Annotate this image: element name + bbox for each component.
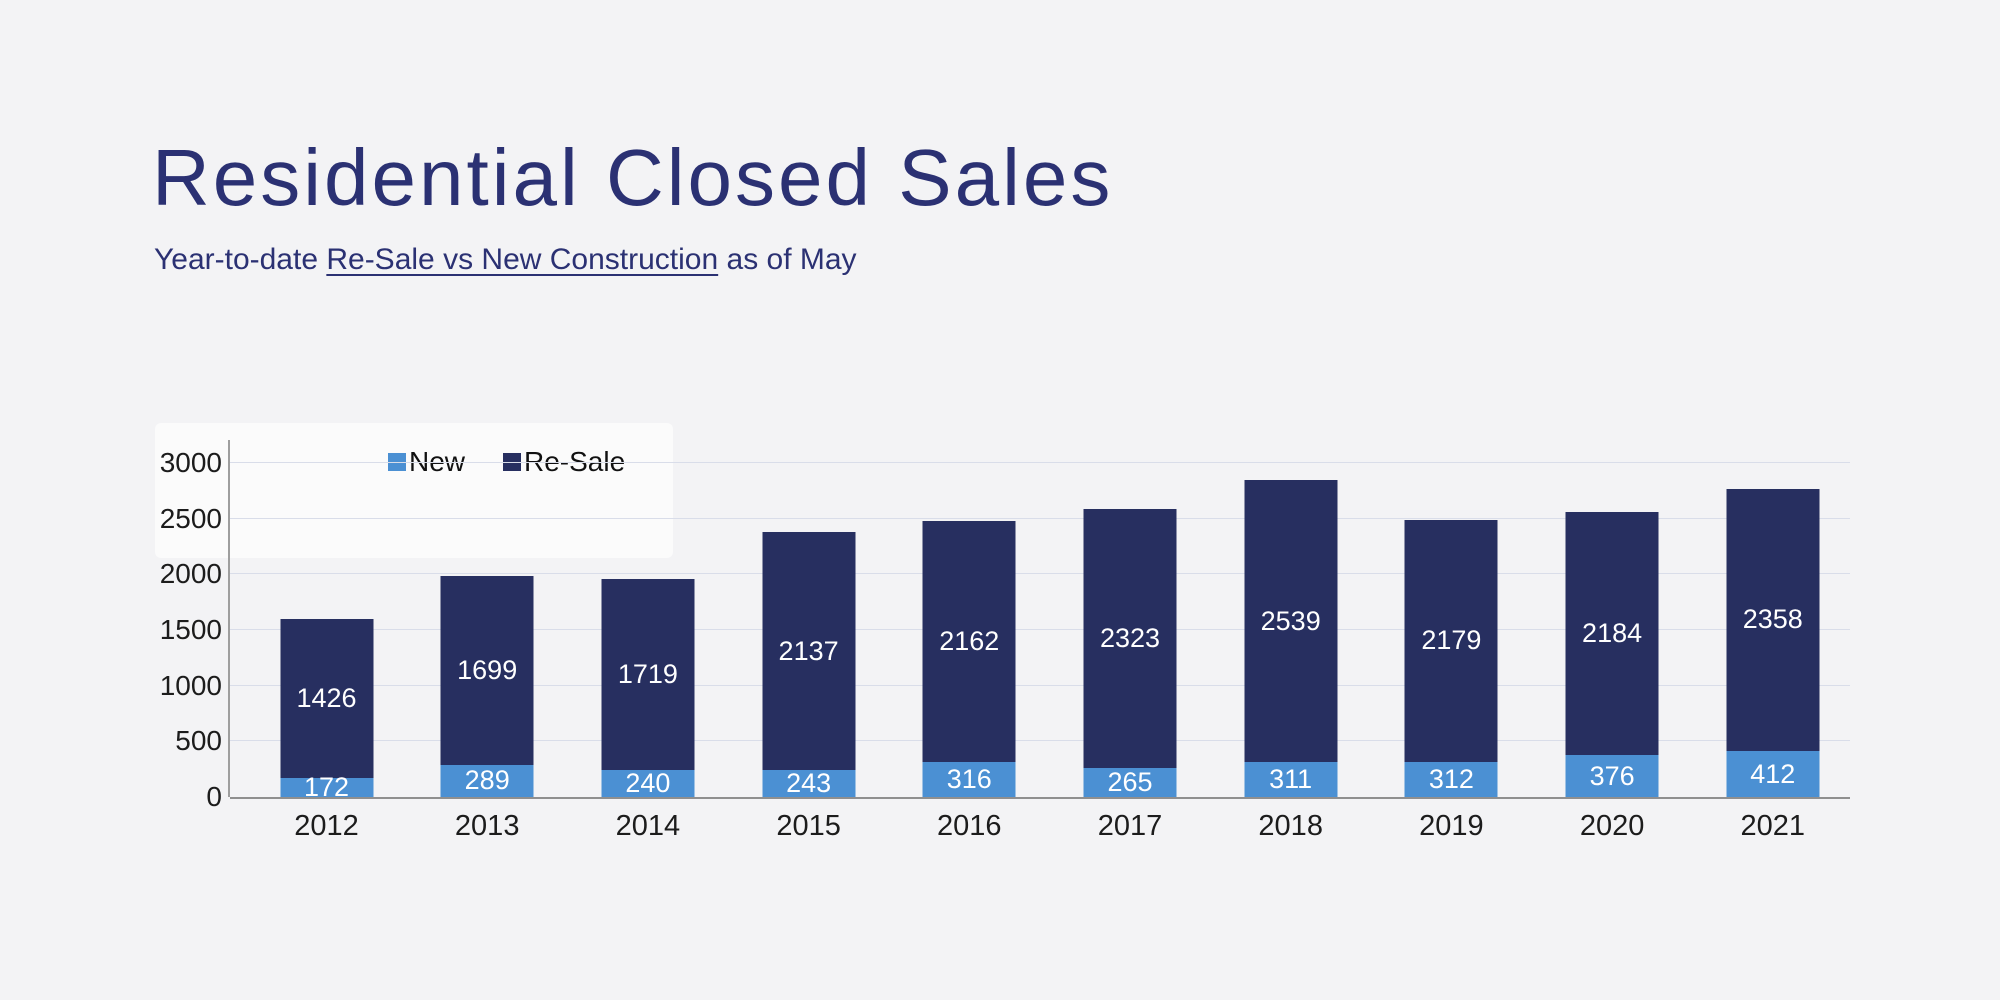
- y-axis-tick-label: 3000: [159, 447, 222, 478]
- subtitle-suffix: as of May: [718, 243, 857, 276]
- x-axis-label: 2020: [1579, 810, 1645, 842]
- y-axis-line: [228, 440, 230, 797]
- bar-segment-new: 312: [1404, 762, 1498, 797]
- bar-value-label-resale: 1426: [296, 682, 357, 713]
- bar-value-label-new: 316: [946, 763, 992, 794]
- bar-2014: 1719 240: [601, 578, 695, 799]
- bar-2015: 2137 243: [762, 532, 856, 798]
- bar-value-label-new: 172: [303, 771, 350, 802]
- bar-2021: 2358 412: [1726, 488, 1820, 797]
- bar-value-label-new: 243: [786, 767, 832, 798]
- bar-value-label-resale: 1699: [457, 654, 518, 685]
- bar-value-label-new: 312: [1428, 764, 1474, 795]
- x-axis-label: 2013: [454, 810, 520, 842]
- bar-2016: 2162 316: [922, 521, 1016, 797]
- subtitle-prefix: Year-to-date: [154, 243, 327, 276]
- y-axis-tick-label: 1500: [159, 614, 222, 645]
- page-subtitle: Year-to-date Re-Sale vs New Construction…: [154, 240, 857, 279]
- gridline-2500: [230, 517, 1850, 519]
- bar-segment-new: 172: [280, 773, 373, 800]
- bar-segment-new: 289: [440, 764, 534, 797]
- bar-value-label-new: 240: [625, 768, 671, 799]
- bar-2013: 1699 289: [440, 575, 534, 797]
- y-axis-tick-label: 2500: [159, 502, 222, 534]
- gridline-3000: [230, 462, 1850, 463]
- x-axis-label: 2019: [1419, 810, 1484, 842]
- bar-segment-resale: 2184: [1565, 512, 1659, 756]
- chart-highlight-panel: [155, 423, 673, 558]
- bar-segment-new: 243: [762, 767, 856, 798]
- bar-2012: 1426 172: [280, 619, 373, 800]
- bar-segment-resale: 1426: [280, 619, 373, 778]
- bar-segment-new: 376: [1565, 755, 1659, 797]
- x-axis-label: 2017: [1097, 810, 1163, 842]
- subtitle-underlined: Re-Sale vs New Construction: [326, 243, 719, 276]
- bar-value-label-new: 412: [1750, 758, 1796, 789]
- bar-segment-new: 265: [1083, 766, 1177, 797]
- x-axis-label: 2021: [1740, 810, 1806, 842]
- bar-2020: 2184 376: [1565, 512, 1659, 797]
- legend-item-resale: Re-Sale: [503, 448, 625, 476]
- bar-value-label-resale: 2323: [1099, 622, 1161, 653]
- bar-value-label-new: 311: [1269, 764, 1313, 795]
- bar-segment-resale: 1719: [601, 578, 695, 771]
- bar-segment-resale: 2323: [1083, 508, 1177, 768]
- bar-segment-resale: 2358: [1726, 488, 1820, 752]
- x-axis-label: 2012: [294, 810, 359, 842]
- gridline-1000: [230, 684, 1850, 686]
- bar-segment-resale: 2539: [1244, 479, 1338, 763]
- legend-item-new: New: [388, 448, 465, 476]
- gridline-2000: [230, 573, 1850, 575]
- bar-value-label-resale: 1719: [617, 659, 678, 690]
- y-axis-tick-label: 0: [206, 781, 222, 812]
- bar-segment-resale: 2179: [1404, 519, 1498, 763]
- legend-label: Re-Sale: [524, 446, 626, 477]
- bar-value-label-resale: 2539: [1260, 605, 1321, 636]
- x-axis-label: 2018: [1258, 810, 1323, 842]
- bar-value-label-new: 265: [1107, 766, 1153, 797]
- gridline-500: [230, 740, 1850, 742]
- bar-value-label-new: 289: [464, 765, 510, 796]
- bar-2019: 2179 312: [1404, 519, 1498, 797]
- chart-legend: New Re-Sale: [388, 448, 625, 476]
- y-axis-tick-label: 1000: [159, 669, 222, 701]
- bar-segment-new: 311: [1244, 762, 1338, 797]
- y-axis-tick-label: 2000: [159, 558, 222, 590]
- bar-segment-resale: 1699: [440, 575, 534, 765]
- bar-2018: 2539 311: [1244, 479, 1338, 797]
- x-axis-label: 2015: [776, 810, 841, 842]
- bar-segment-new: 316: [922, 761, 1016, 797]
- bar-value-label-resale: 2162: [939, 625, 1000, 656]
- bar-segment-new: 240: [601, 768, 695, 799]
- x-axis-label: 2014: [615, 810, 681, 842]
- bar-segment-new: 412: [1726, 751, 1820, 797]
- page-title: Residential Closed Sales: [152, 133, 1114, 222]
- legend-label: New: [409, 446, 466, 477]
- bar-value-label-resale: 2179: [1421, 625, 1482, 656]
- gridline-1500: [230, 629, 1850, 630]
- bar-value-label-resale: 2184: [1582, 618, 1643, 649]
- plot-area: New Re-Sale 1426 172 2012 1699 289 2013 1719 240…: [228, 440, 1850, 841]
- bar-segment-resale: 2137: [762, 532, 856, 770]
- bar-value-label-new: 376: [1589, 760, 1635, 791]
- bar-value-label-resale: 2137: [778, 635, 839, 666]
- bar-value-label-resale: 2358: [1742, 604, 1803, 635]
- bar-segment-resale: 2162: [922, 521, 1016, 762]
- y-axis-tick-label: 500: [175, 725, 222, 757]
- x-axis-label: 2016: [937, 810, 1002, 842]
- bar-2017: 2323 265: [1083, 508, 1177, 797]
